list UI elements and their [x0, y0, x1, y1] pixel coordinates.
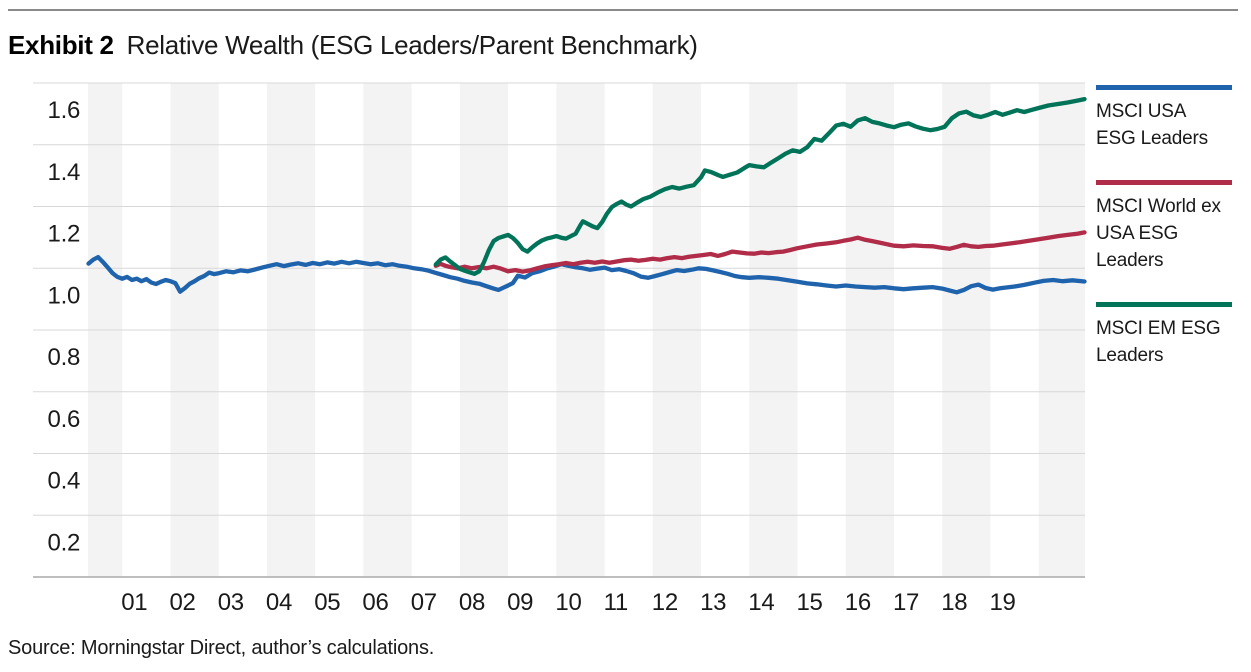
x-tick-label: 12 [652, 589, 678, 616]
x-tick-label: 09 [507, 589, 533, 616]
y-tick-label: 1.6 [48, 97, 80, 124]
legend-swatch [1096, 179, 1232, 185]
x-tick-label: 07 [411, 589, 437, 616]
x-tick-label: 03 [218, 589, 244, 616]
y-tick-label: 0.6 [48, 406, 80, 433]
y-tick-label: 1.2 [48, 221, 80, 248]
top-rule [8, 9, 1238, 11]
series-line-0 [86, 254, 1087, 295]
page-title: Exhibit 2 Relative Wealth (ESG Leaders/Pa… [8, 30, 698, 61]
x-tick-label: 04 [266, 589, 292, 616]
series-line-1 [433, 230, 1087, 274]
x-tick-label: 13 [700, 589, 726, 616]
legend: MSCI USA ESG Leaders MSCI World ex USA ES… [1096, 85, 1232, 397]
legend-swatch [1096, 301, 1232, 307]
x-tick-label: 05 [314, 589, 340, 616]
legend-item-msci-world-ex-usa-esg-leaders: MSCI World ex USA ESG Leaders [1096, 179, 1232, 275]
legend-swatch [1096, 85, 1232, 90]
legend-item-msci-em-esg-leaders: MSCI EM ESG Leaders [1096, 301, 1232, 370]
x-tick-label: 15 [797, 589, 823, 616]
y-tick-label: 0.2 [48, 529, 80, 556]
x-tick-label: 16 [845, 589, 871, 616]
x-tick-label: 11 [604, 589, 628, 616]
series-line-2 [433, 96, 1087, 276]
x-tick-label: 10 [555, 589, 581, 616]
x-tick-label: 19 [990, 589, 1016, 616]
x-tick-label: 18 [941, 589, 967, 616]
chart-title: Relative Wealth (ESG Leaders/Parent Benc… [126, 30, 698, 60]
legend-label: MSCI EM ESG Leaders [1096, 317, 1221, 366]
x-tick-label: 02 [170, 589, 196, 616]
legend-label: MSCI USA ESG Leaders [1096, 101, 1208, 149]
x-tick-label: 01 [121, 589, 147, 616]
y-tick-label: 0.4 [48, 468, 80, 495]
exhibit-label: Exhibit 2 [8, 30, 114, 60]
legend-label: MSCI World ex USA ESG Leaders [1096, 195, 1221, 271]
x-tick-label: 06 [362, 589, 388, 616]
x-tick-label: 14 [748, 589, 774, 616]
legend-item-msci-usa-esg-leaders: MSCI USA ESG Leaders [1096, 85, 1232, 153]
y-tick-label: 1.4 [48, 159, 80, 186]
x-tick-label: 17 [893, 589, 919, 616]
y-tick-label: 0.8 [48, 344, 80, 371]
y-tick-label: 1.0 [48, 282, 80, 309]
x-tick-label: 08 [459, 589, 485, 616]
source-note: Source: Morningstar Direct, author’s cal… [8, 637, 435, 659]
